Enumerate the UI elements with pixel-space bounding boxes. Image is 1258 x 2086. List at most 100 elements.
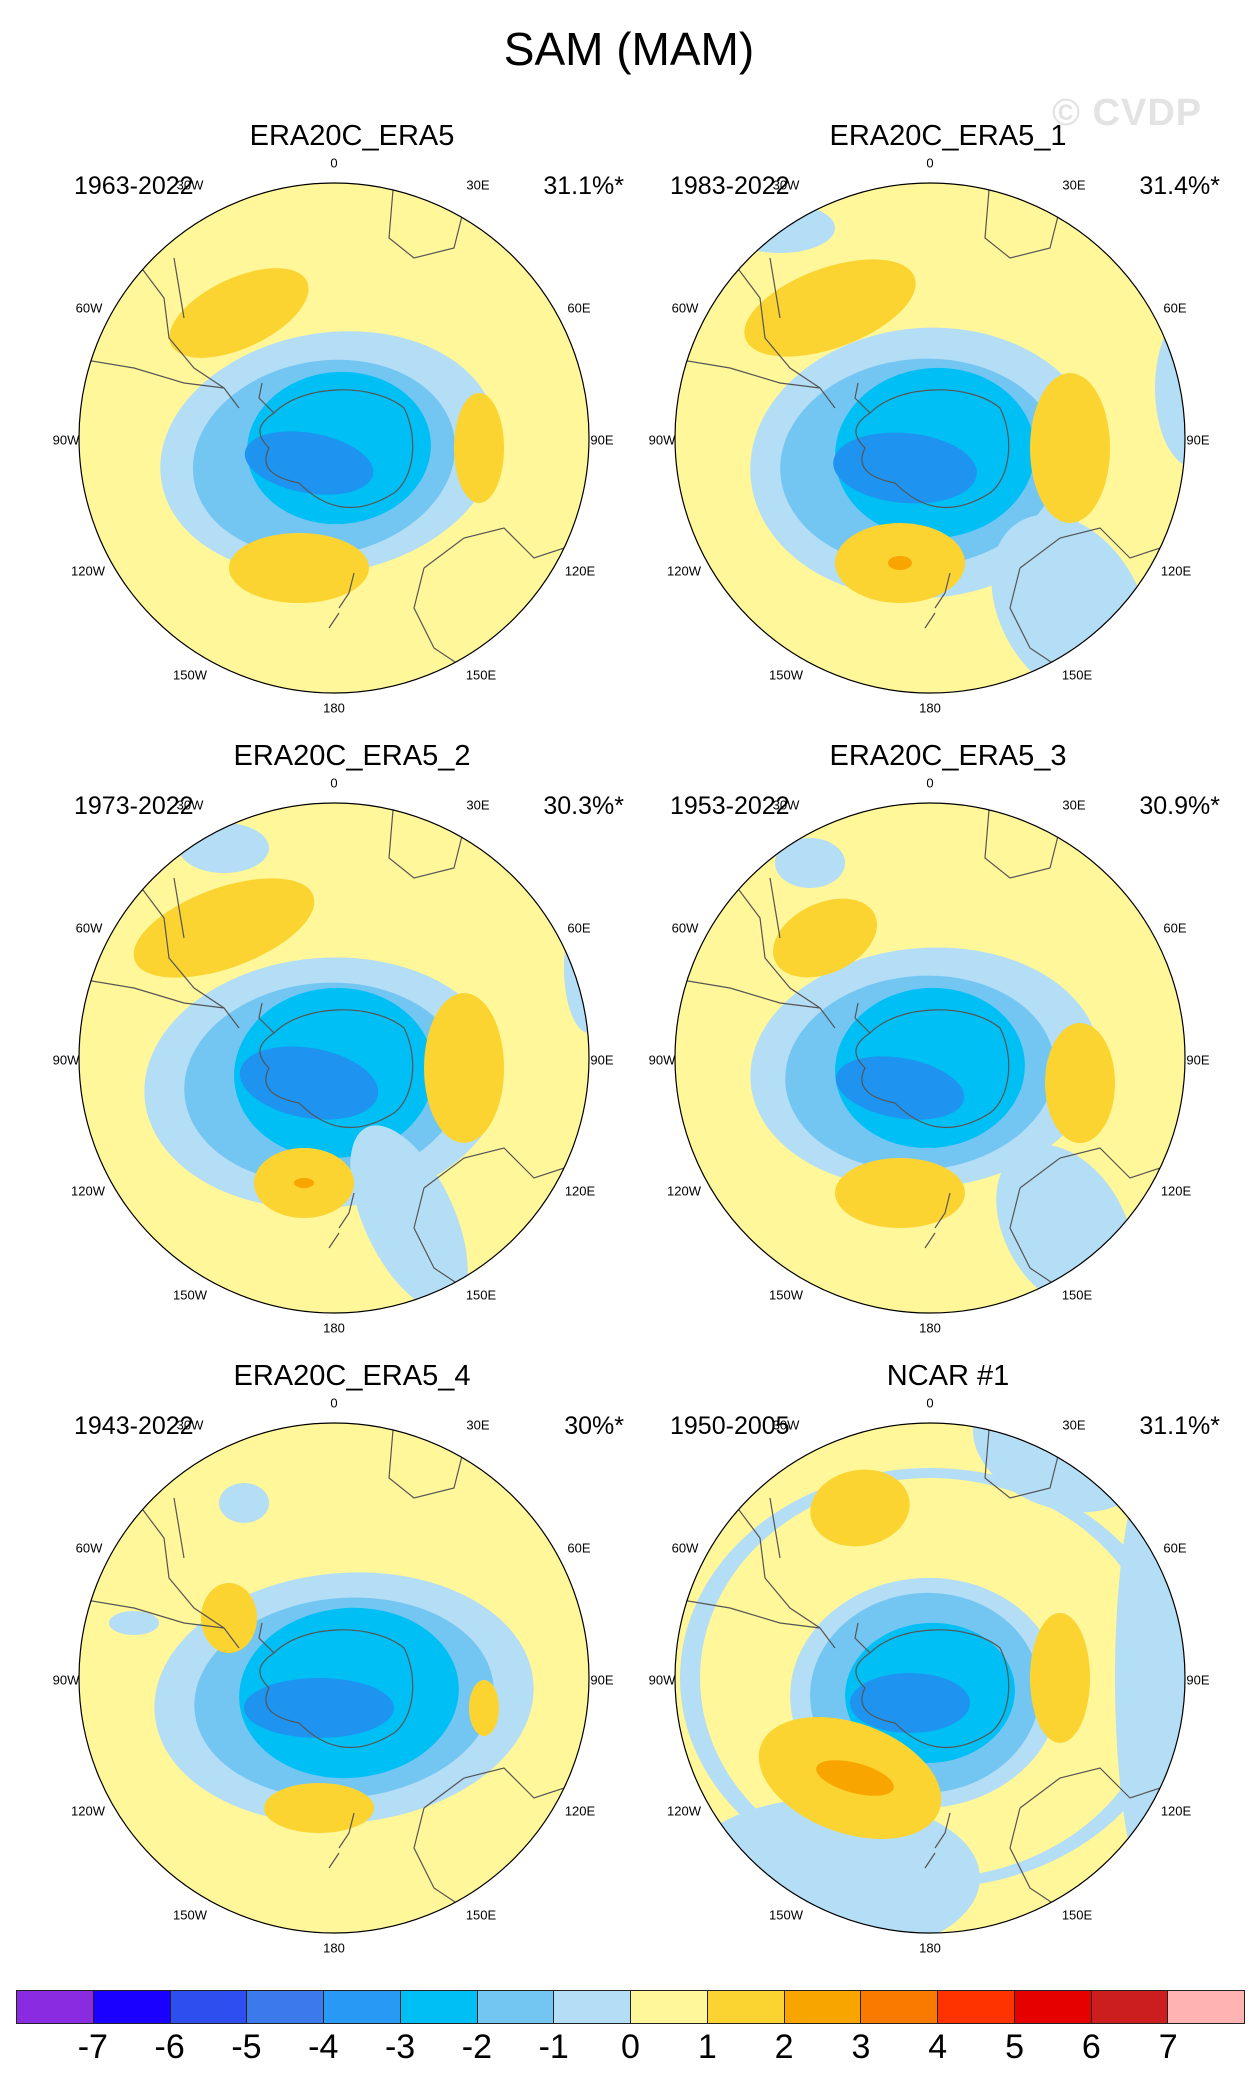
contour-region [1030,373,1110,523]
coastline [729,257,836,409]
contour-region [888,556,912,570]
colorbar-cell [1014,1991,1092,2023]
longitude-label: 30E [466,177,490,193]
colorbar-cell [324,1991,401,2023]
longitude-label: 180 [919,700,941,716]
longitude-label: 30W [772,177,800,193]
colorbar-tick-label: 2 [774,2028,794,2066]
longitude-label: 150E [465,1287,497,1303]
coastline [328,1812,355,1869]
coastline [984,803,1061,879]
contour-region [264,1783,374,1833]
longitude-label: 180 [919,1940,941,1956]
contour-region [109,1611,159,1635]
map-boundary [78,1422,590,1934]
coastline [388,803,465,879]
coastline [855,1009,1010,1128]
contour-region [725,203,835,253]
contour-region [169,268,309,358]
panel-percent-variance: 31.4%* [1139,172,1220,200]
colorbar-tick-label: -6 [154,2028,185,2066]
contour-region [133,878,315,978]
coastline [258,382,275,414]
contour-region [773,898,877,978]
contour-region [244,431,374,495]
colorbar-tick-label: -1 [538,2028,569,2066]
longitude-label: 30E [466,1417,490,1433]
coastline [259,1629,414,1748]
longitude-label: 150W [769,1287,803,1303]
contour-region [201,1583,257,1653]
coastline [133,1497,240,1649]
colorbar-tick-label: 7 [1158,2028,1178,2066]
colorbar-cell [170,1991,248,2023]
coastline [258,1622,275,1654]
panel-years: 1973-2022 [74,792,194,820]
longitude-label: 0 [330,1395,338,1411]
longitude-label: 30W [772,1417,800,1433]
panel-years: 1950-2005 [670,1412,790,1440]
contour-region [239,1046,379,1120]
colorbar-cell [247,1991,324,2023]
polar-map [78,802,590,1314]
longitude-label: 60W [75,300,103,316]
longitude-label: 120W [667,1803,701,1819]
longitude-label: 120W [667,1183,701,1199]
longitude-label: 150E [1061,1907,1093,1923]
longitude-label: 90E [1186,1672,1210,1688]
polar-map [78,182,590,694]
polar-map [674,1422,1186,1934]
map-panel: ERA20C_ERA5 1963-2022 31.1%* 0 30E 60E 90E 120E… [52,120,652,740]
longitude-label: 120E [564,1183,596,1199]
longitude-label: 0 [330,155,338,171]
coastline [259,1009,414,1128]
panel-years: 1963-2022 [74,172,194,200]
coastline [984,1423,1061,1499]
coastline [855,1629,1010,1748]
map-panel: ERA20C_ERA5_1 1983-2022 31.4%* 0 30E 60E 90E 12… [648,120,1248,740]
colorbar-cell [93,1991,171,2023]
coastline [79,1597,225,1629]
colorbar-cell [1091,1991,1169,2023]
map-panel: ERA20C_ERA5_3 1953-2022 30.9%* 0 30E 60E 90E 12… [648,740,1248,1360]
contour-region [219,1483,269,1523]
longitude-label: 180 [323,1320,345,1336]
colorbar-cell [861,1991,938,2023]
coastline [133,257,240,409]
coastline [924,1812,951,1869]
longitude-label: 0 [926,1395,934,1411]
longitude-label: 90W [648,432,676,448]
map-panel: ERA20C_ERA5_4 1943-2022 30%* 0 30E 60E 90E 120E… [52,1360,652,1980]
colorbar-cell [707,1991,785,2023]
longitude-label: 120E [1160,563,1192,579]
contour-region [350,1125,468,1311]
colorbar-tick-label: 6 [1081,2028,1101,2066]
longitude-label: 90W [648,1672,676,1688]
longitude-label: 30W [772,797,800,813]
longitude-label: 60W [671,1540,699,1556]
contour-region [179,823,269,873]
colorbar-cell [554,1991,631,2023]
map-boundary [674,802,1186,1314]
longitude-label: 30W [176,797,204,813]
coastline [79,977,225,1009]
colorbar-cell [17,1991,94,2023]
longitude-label: 30E [466,797,490,813]
coastline [675,977,821,1009]
coastline [258,1002,275,1034]
longitude-label: 90W [52,1052,80,1068]
longitude-label: 90W [52,1672,80,1688]
coastline [854,1622,871,1654]
longitude-label: 60E [567,300,591,316]
longitude-label: 90W [648,1052,676,1068]
colorbar-tick-label: -4 [308,2028,339,2066]
longitude-label: 90E [1186,432,1210,448]
panel-percent-variance: 30%* [564,1412,624,1440]
longitude-label: 60E [567,920,591,936]
longitude-label: 60W [671,920,699,936]
longitude-label: 60W [75,920,103,936]
colorbar-tick-label: 1 [697,2028,717,2066]
longitude-label: 150W [173,667,207,683]
colorbar-cell [784,1991,862,2023]
coastline [855,389,1010,508]
